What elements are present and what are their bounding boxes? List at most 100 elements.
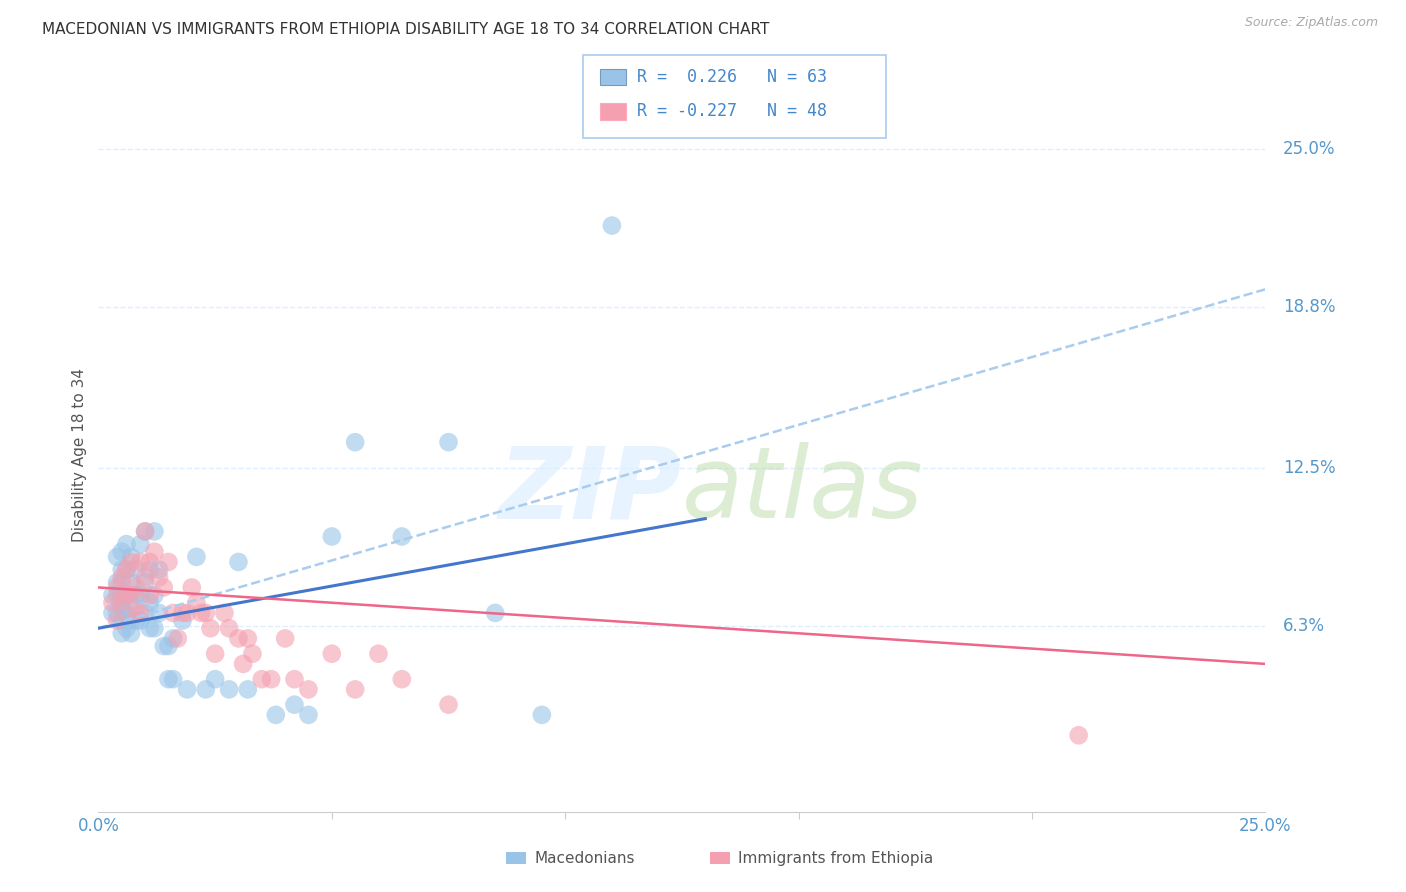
Point	[157, 639, 180, 653]
Point	[101, 588, 124, 602]
Point	[143, 524, 166, 539]
Point	[176, 682, 198, 697]
Point	[344, 682, 367, 697]
Point	[148, 563, 170, 577]
Point	[125, 588, 148, 602]
Point	[134, 575, 156, 590]
Point	[321, 529, 343, 543]
Point	[143, 545, 166, 559]
Point	[143, 588, 166, 602]
Point	[186, 596, 208, 610]
Point	[105, 581, 128, 595]
Point	[297, 707, 319, 722]
Point	[194, 606, 217, 620]
Point	[139, 588, 162, 602]
Point	[139, 563, 162, 577]
Text: R = -0.227   N = 48: R = -0.227 N = 48	[637, 103, 827, 120]
Text: 25.0%: 25.0%	[1282, 140, 1336, 158]
Point	[283, 672, 305, 686]
Point	[105, 614, 128, 628]
Point	[111, 626, 134, 640]
Point	[186, 549, 208, 564]
Point	[484, 606, 506, 620]
Text: Macedonians: Macedonians	[534, 851, 634, 865]
Point	[101, 596, 124, 610]
Point	[111, 588, 134, 602]
Point	[242, 647, 264, 661]
Point	[125, 614, 148, 628]
Point	[250, 672, 273, 686]
Point	[283, 698, 305, 712]
Point	[148, 570, 170, 584]
Point	[115, 621, 138, 635]
Point	[115, 588, 138, 602]
Point	[176, 606, 198, 620]
Text: R =  0.226   N = 63: R = 0.226 N = 63	[637, 68, 827, 86]
Point	[236, 682, 259, 697]
Point	[157, 555, 180, 569]
Text: ZIP: ZIP	[499, 442, 682, 539]
Point	[166, 632, 188, 646]
Point	[204, 672, 226, 686]
Point	[152, 581, 174, 595]
Text: 12.5%: 12.5%	[1282, 458, 1336, 476]
Point	[111, 575, 134, 590]
Point	[139, 621, 162, 635]
Point	[214, 606, 236, 620]
Point	[437, 698, 460, 712]
Point	[162, 672, 184, 686]
Point	[134, 570, 156, 584]
Point	[1067, 728, 1090, 742]
Point	[115, 537, 138, 551]
Point	[115, 563, 138, 577]
Point	[139, 555, 162, 569]
Point	[172, 614, 194, 628]
Point	[530, 707, 553, 722]
Point	[125, 563, 148, 577]
Y-axis label: Disability Age 18 to 34: Disability Age 18 to 34	[72, 368, 87, 542]
Point	[200, 621, 222, 635]
Point	[162, 632, 184, 646]
Point	[204, 647, 226, 661]
Point	[120, 626, 142, 640]
Point	[236, 632, 259, 646]
Point	[218, 621, 240, 635]
Text: Immigrants from Ethiopia: Immigrants from Ethiopia	[738, 851, 934, 865]
Point	[172, 606, 194, 620]
Text: Source: ZipAtlas.com: Source: ZipAtlas.com	[1244, 16, 1378, 29]
Point	[228, 555, 250, 569]
Point	[218, 682, 240, 697]
Point	[152, 639, 174, 653]
Point	[120, 555, 142, 569]
Point	[264, 707, 287, 722]
Point	[111, 570, 134, 584]
Point	[321, 647, 343, 661]
Point	[129, 588, 152, 602]
Point	[134, 524, 156, 539]
Point	[125, 606, 148, 620]
Point	[139, 596, 162, 610]
Point	[129, 555, 152, 569]
Point	[111, 600, 134, 615]
Point	[120, 596, 142, 610]
Point	[162, 606, 184, 620]
Point	[115, 606, 138, 620]
Point	[194, 682, 217, 697]
Point	[134, 524, 156, 539]
Text: 18.8%: 18.8%	[1282, 298, 1336, 316]
Point	[391, 529, 413, 543]
Point	[232, 657, 254, 671]
Point	[134, 606, 156, 620]
Point	[120, 614, 142, 628]
Point	[297, 682, 319, 697]
Point	[143, 621, 166, 635]
Point	[105, 606, 128, 620]
Point	[105, 575, 128, 590]
Point	[105, 588, 128, 602]
Point	[111, 545, 134, 559]
Point	[148, 606, 170, 620]
Point	[190, 606, 212, 620]
Point	[129, 614, 152, 628]
Text: atlas: atlas	[682, 442, 924, 539]
Text: MACEDONIAN VS IMMIGRANTS FROM ETHIOPIA DISABILITY AGE 18 TO 34 CORRELATION CHART: MACEDONIAN VS IMMIGRANTS FROM ETHIOPIA D…	[42, 22, 769, 37]
